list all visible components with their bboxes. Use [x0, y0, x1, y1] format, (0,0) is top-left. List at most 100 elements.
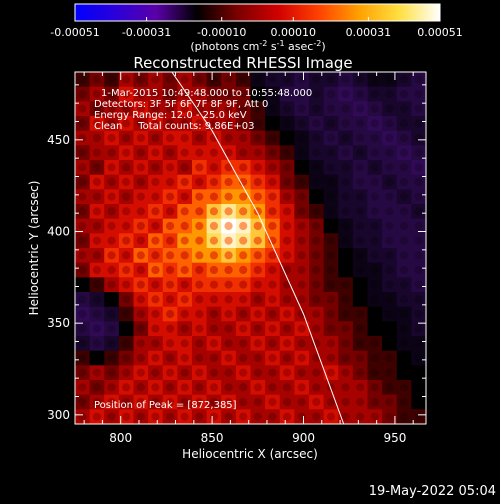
heatmap-blob [165, 324, 175, 333]
heatmap-blob [268, 192, 277, 201]
heatmap-blob [356, 104, 365, 113]
heatmap-blob [239, 133, 248, 143]
heatmap-blob [370, 368, 379, 377]
heatmap-blob [239, 251, 248, 260]
heatmap-blob [92, 133, 102, 143]
heatmap-blob [312, 133, 321, 143]
heatmap-blob [151, 133, 160, 143]
heatmap-blob [165, 412, 175, 421]
heatmap-blob [151, 324, 160, 333]
heatmap-blob [253, 251, 262, 260]
heatmap-blob [165, 119, 175, 128]
heatmap-blob [385, 148, 394, 157]
heatmap-blob [92, 89, 102, 99]
heatmap-blob [107, 192, 116, 201]
heatmap-blob [122, 412, 131, 421]
heatmap-blob [239, 207, 248, 216]
heatmap-blob [385, 104, 394, 113]
heatmap-blob [414, 75, 423, 84]
colorbar-ticks: -0.00051 -0.00031 -0.00010 0.00010 0.00031 0.… [50, 17, 463, 39]
heatmap-blob [107, 119, 116, 128]
heatmap-blob [385, 177, 394, 187]
heatmap-blob [107, 397, 116, 407]
heatmap-blob [414, 148, 423, 157]
heatmap-blob [209, 177, 219, 187]
heatmap-blob [195, 104, 204, 113]
heatmap-blob [195, 280, 204, 289]
heatmap-blob [253, 353, 262, 363]
heatmap-blob [239, 368, 248, 377]
heatmap-blob [370, 412, 379, 421]
heatmap-blob [341, 221, 350, 231]
heatmap-blob [92, 412, 102, 421]
heatmap-blob [92, 163, 102, 172]
heatmap-blob [224, 368, 233, 377]
heatmap-blob [195, 177, 204, 187]
heatmap-blob [341, 265, 350, 275]
heatmap-blob [92, 368, 102, 377]
heatmap-blob [370, 309, 379, 319]
heatmap-blob [399, 163, 409, 172]
heatmap-blob [399, 309, 409, 319]
heatmap-blob [122, 207, 131, 216]
heatmap-blob [341, 412, 350, 421]
heatmap-blob [356, 75, 365, 84]
heatmap-blob [385, 412, 394, 421]
heatmap-blob [209, 412, 219, 421]
heatmap-blob [209, 280, 219, 289]
heatmap-blob [341, 148, 350, 157]
heatmap-blob [282, 192, 292, 201]
heatmap-blob [195, 265, 204, 275]
heatmap-blob [414, 412, 423, 421]
heatmap-blob [209, 75, 219, 84]
x-tick-label: 950 [383, 431, 406, 445]
info-line-time: 1-Mar-2015 10:49:48.000 to 10:55:48.000 [101, 88, 312, 99]
heatmap-blob [399, 265, 409, 275]
heatmap-blob [239, 75, 248, 84]
heatmap-blob [253, 221, 262, 231]
heatmap-blob [282, 133, 292, 143]
heatmap-blob [136, 412, 145, 421]
heatmap-blob [297, 353, 306, 363]
heatmap-blob [195, 339, 204, 348]
heatmap-blob [282, 177, 292, 187]
heatmap-blob [282, 309, 292, 319]
heatmap-blob [78, 339, 87, 348]
heatmap-blob [224, 89, 233, 99]
heatmap-blob [92, 383, 102, 392]
heatmap-blob [282, 221, 292, 231]
heatmap-blob [107, 207, 116, 216]
info-line-energy: Energy Range: 12.0 - 25.0 keV [94, 110, 247, 121]
heatmap-blob [370, 104, 379, 113]
heatmap-blob [180, 148, 189, 157]
heatmap-blob [122, 339, 131, 348]
heatmap-blob [385, 119, 394, 128]
heatmap-blob [195, 383, 204, 392]
heatmap-blob [385, 75, 394, 84]
heatmap-blob [268, 221, 277, 231]
heatmap-blob [122, 89, 131, 99]
heatmap-blob [282, 75, 292, 84]
heatmap-blob [297, 221, 306, 231]
heatmap-blob [297, 207, 306, 216]
heatmap-blob [414, 383, 423, 392]
heatmap-blob [370, 133, 379, 143]
heatmap-blob [370, 192, 379, 201]
heatmap-blob [122, 368, 131, 377]
heatmap-blob [122, 148, 131, 157]
x-tick-label: 850 [201, 431, 224, 445]
heatmap-blob [370, 251, 379, 260]
heatmap-blob [195, 148, 204, 157]
heatmap-blob [312, 119, 321, 128]
colorbar-unit-exponent: -1 [277, 39, 285, 48]
heatmap-blob [414, 324, 423, 333]
heatmap-blob [253, 89, 262, 99]
heatmap-blob [399, 339, 409, 348]
heatmap-blob [326, 265, 336, 275]
heatmap-blob [209, 163, 219, 172]
heatmap-blob [312, 89, 321, 99]
heatmap-blob [151, 236, 160, 245]
heatmap-blob [165, 339, 175, 348]
heatmap-blob [239, 339, 248, 348]
heatmap-blob [165, 236, 175, 245]
